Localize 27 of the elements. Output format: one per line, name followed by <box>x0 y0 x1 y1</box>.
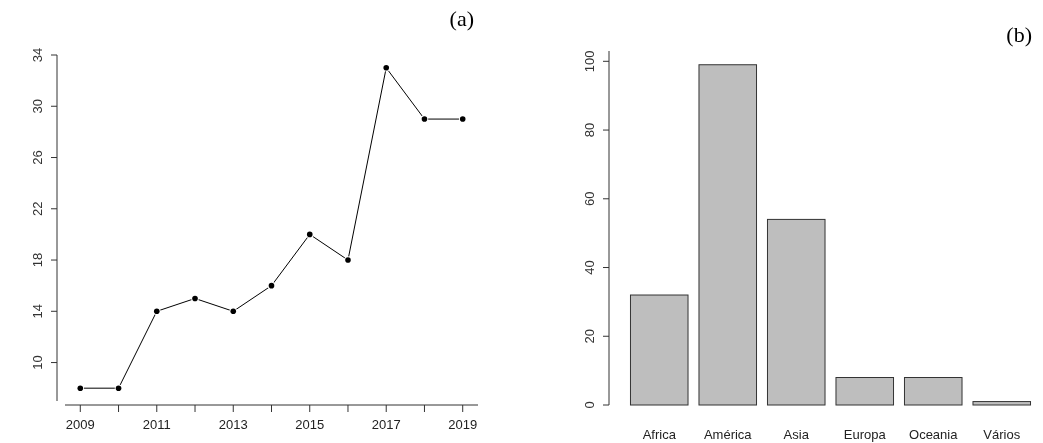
y-tick-label: 22 <box>30 201 45 217</box>
y-tick-label: 26 <box>30 150 45 165</box>
y-tick-label: 14 <box>30 304 45 319</box>
y-tick-label: 60 <box>582 191 597 207</box>
y-tick-label: 100 <box>582 50 597 73</box>
x-tick-label: 2013 <box>218 417 248 432</box>
x-tick-label: Europa <box>843 427 887 442</box>
x-tick-label: 2009 <box>65 417 95 432</box>
chart-title: (a) <box>449 6 474 31</box>
x-tick-label: 2019 <box>448 417 478 432</box>
x-tick-label: 2015 <box>295 417 325 432</box>
y-tick-label: 30 <box>30 99 45 114</box>
x-tick-label: 2017 <box>371 417 401 432</box>
x-tick-label: América <box>703 427 753 442</box>
x-tick-label: Vários <box>983 427 1021 442</box>
x-tick-label: 2011 <box>142 417 171 432</box>
y-tick-label: 18 <box>30 252 45 268</box>
y-tick-label: 0 <box>582 401 597 409</box>
chart-title: (b) <box>1006 22 1032 47</box>
y-tick-label: 34 <box>30 47 45 63</box>
y-tick-label: 40 <box>582 260 597 275</box>
y-tick-label: 20 <box>582 329 597 344</box>
y-tick-label: 80 <box>582 122 597 138</box>
x-tick-label: Oceania <box>909 427 959 442</box>
x-tick-label: Africa <box>642 427 677 442</box>
x-tick-label: Asia <box>783 427 810 442</box>
y-tick-label: 10 <box>30 355 45 370</box>
